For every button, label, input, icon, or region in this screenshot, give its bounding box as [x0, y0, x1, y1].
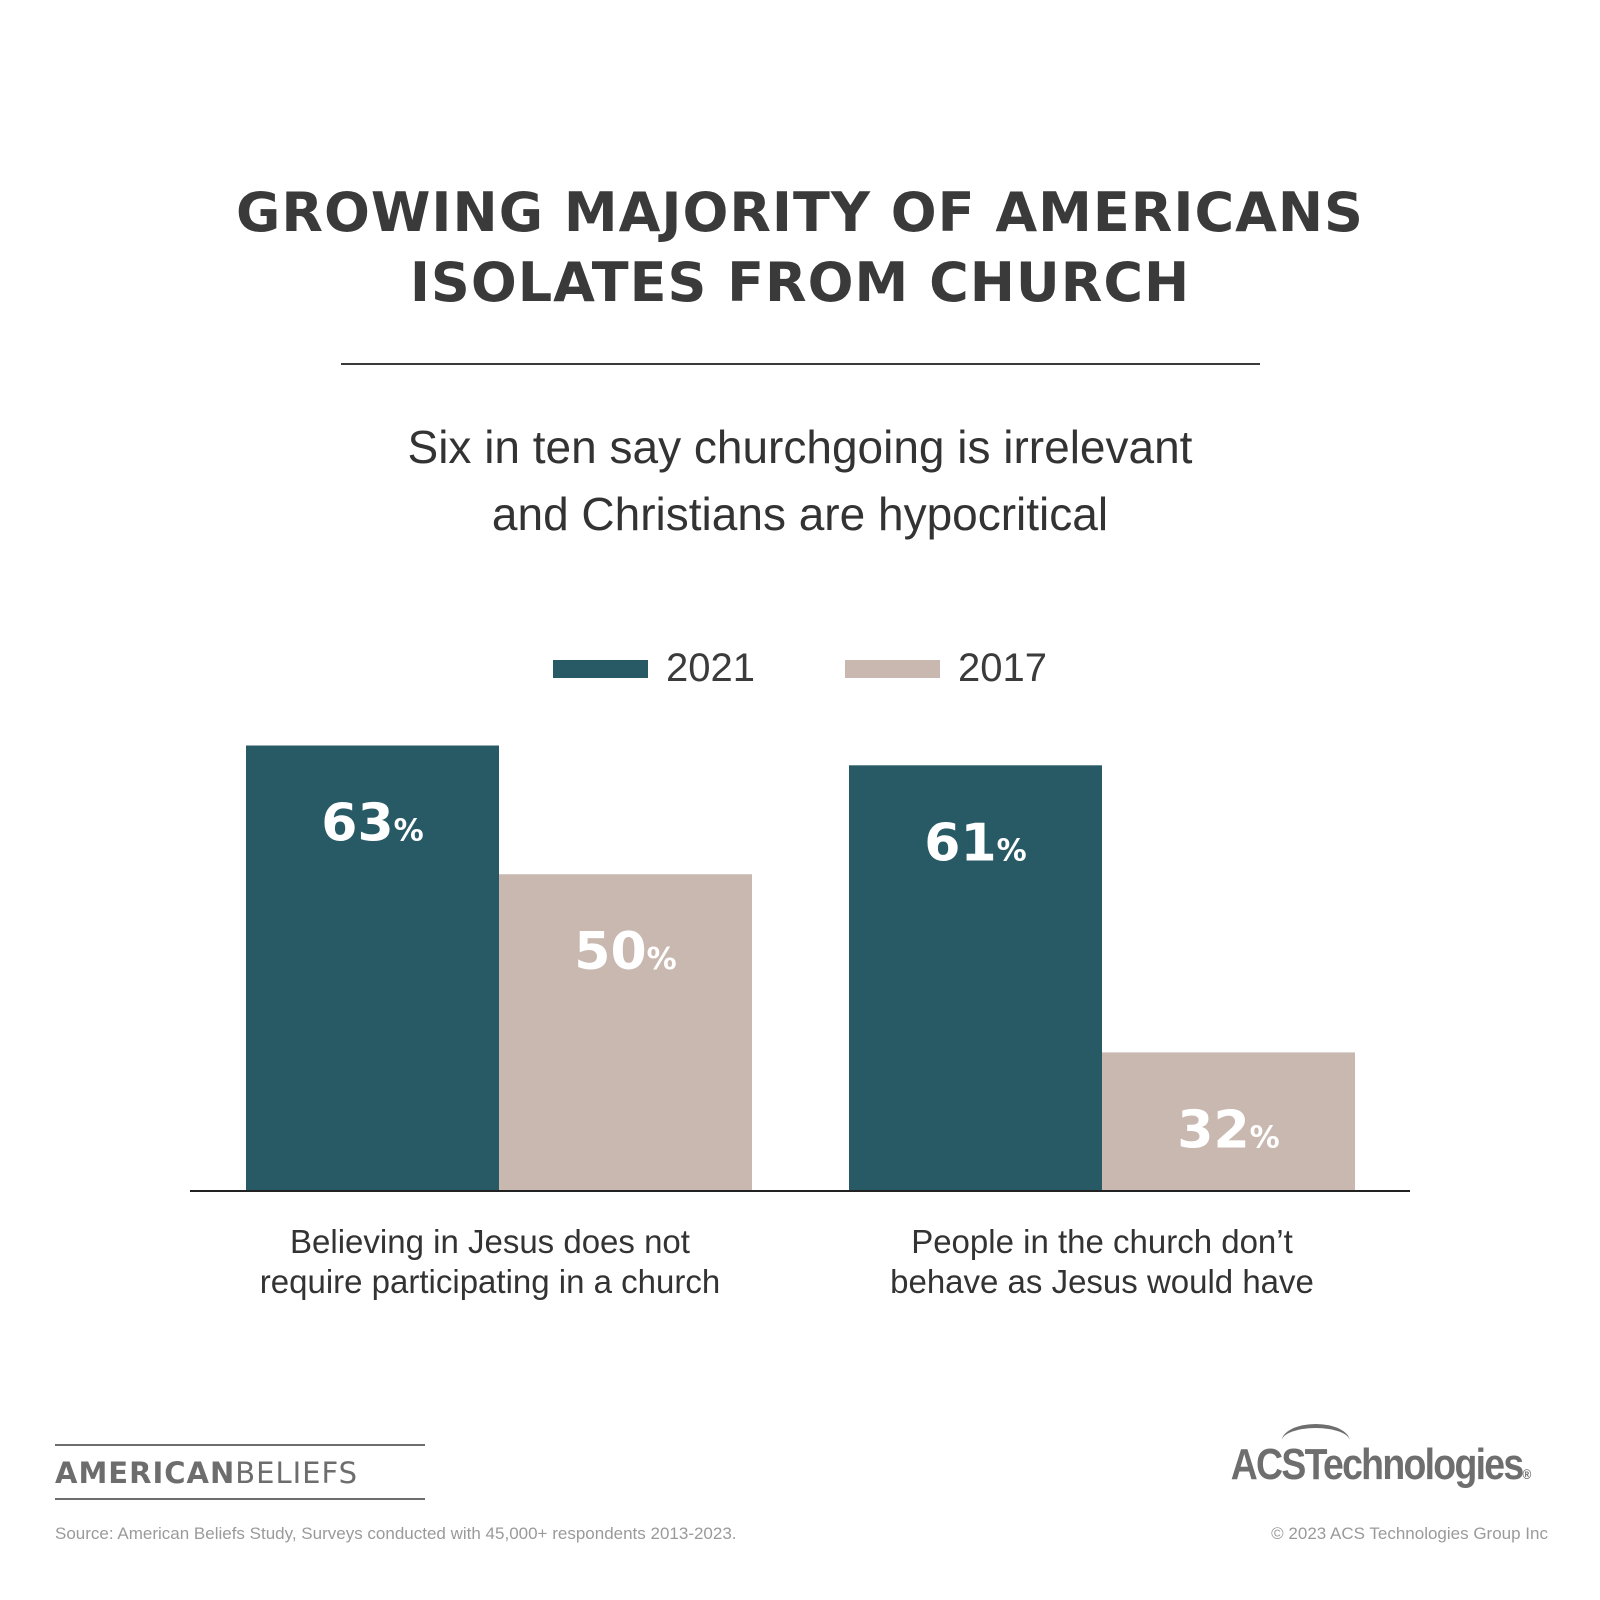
category-label-2-line-2: behave as Jesus would have — [890, 1263, 1314, 1300]
source-note: Source: American Beliefs Study, Surveys … — [55, 1524, 737, 1543]
category-label-1-line-1: Believing in Jesus does not — [290, 1223, 690, 1260]
acs-logo-text: ACSTechnologies — [1231, 1440, 1524, 1489]
subtitle-line-1: Six in ten say churchgoing is irrelevant — [407, 421, 1193, 473]
bar-2021-2 — [849, 765, 1102, 1191]
legend-label-2017: 2017 — [958, 646, 1047, 690]
title-line-2: ISOLATES FROM CHURCH — [409, 251, 1191, 314]
american-beliefs-logo: AMERICANBELIEFS — [55, 1444, 425, 1500]
acs-arc-icon — [1282, 1424, 1351, 1458]
title-line-1: GROWING MAJORITY OF AMERICANS — [236, 181, 1364, 244]
subtitle-line-2: and Christians are hypocritical — [491, 488, 1109, 540]
logo-part-american: AMERICAN — [55, 1456, 236, 1490]
category-label-1-line-2: require participating in a church — [259, 1263, 721, 1300]
registered-icon: ® — [1522, 1466, 1532, 1482]
logo-part-beliefs: BELIEFS — [235, 1456, 359, 1490]
legend: 2021 2017 — [0, 646, 1600, 691]
title-divider — [341, 363, 1260, 365]
legend-label-2021: 2021 — [666, 646, 755, 690]
category-label-1: Believing in Jesus does not require part… — [190, 1222, 790, 1302]
bar-2017-2 — [1102, 1052, 1355, 1191]
legend-swatch-2021 — [553, 659, 649, 678]
legend-swatch-2017 — [845, 659, 940, 678]
acs-technologies-logo: ACSTechnologies® — [1231, 1424, 1532, 1490]
bar-2021-1 — [246, 745, 499, 1191]
copyright: © 2023 ACS Technologies Group Inc — [1271, 1524, 1548, 1543]
legend-item-2017: 2017 — [845, 646, 1047, 691]
category-label-2: People in the church don’t behave as Jes… — [802, 1222, 1402, 1302]
category-label-2-line-1: People in the church don’t — [911, 1223, 1293, 1260]
legend-item-2021: 2021 — [553, 646, 755, 691]
chart-title: GROWING MAJORITY OF AMERICANS ISOLATES F… — [0, 178, 1600, 318]
chart-subtitle: Six in ten say churchgoing is irrelevant… — [0, 414, 1600, 548]
bar-2017-1 — [499, 874, 752, 1191]
